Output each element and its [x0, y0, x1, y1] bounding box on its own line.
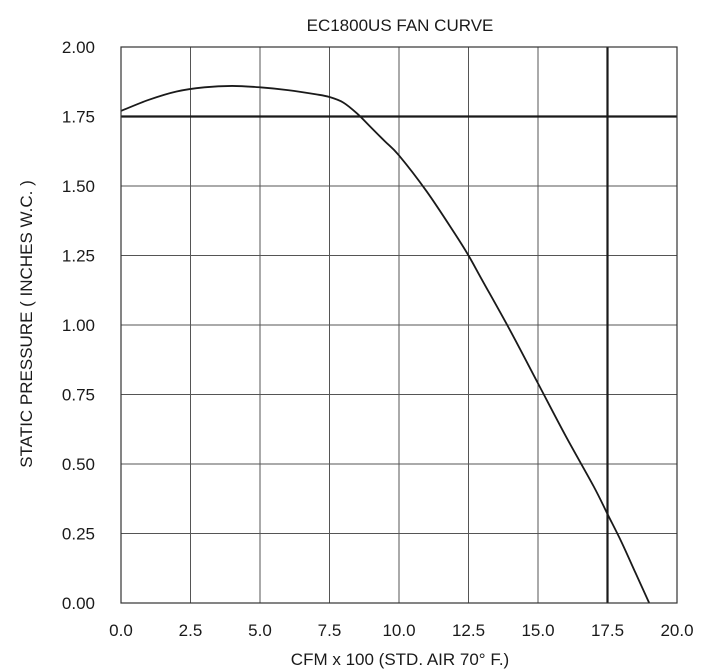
y-tick-label: 0.50 — [62, 455, 95, 474]
y-tick-label: 2.00 — [62, 38, 95, 57]
y-tick-label: 1.25 — [62, 247, 95, 266]
x-tick-label: 20.0 — [660, 621, 693, 640]
x-tick-label: 7.5 — [318, 621, 342, 640]
x-tick-label: 12.5 — [452, 621, 485, 640]
y-axis-label: STATIC PRESSURE ( INCHES W.C. ) — [17, 180, 36, 467]
y-tick-label: 1.50 — [62, 177, 95, 196]
y-tick-label: 0.25 — [62, 525, 95, 544]
reference-lines — [121, 47, 677, 603]
x-tick-label: 2.5 — [179, 621, 203, 640]
y-tick-label: 0.75 — [62, 386, 95, 405]
x-tick-label: 5.0 — [248, 621, 272, 640]
grid — [120, 46, 678, 604]
y-tick-label: 1.75 — [62, 108, 95, 127]
x-axis-label: CFM x 100 (STD. AIR 70° F.) — [291, 650, 509, 669]
fan-curve-line — [120, 85, 651, 604]
chart-title: EC1800US FAN CURVE — [307, 16, 494, 35]
y-tick-labels: 0.00 0.25 0.50 0.75 1.00 1.25 1.50 1.75 2.00 — [62, 38, 95, 613]
plot-frame — [120, 46, 678, 604]
x-tick-label: 0.0 — [109, 621, 133, 640]
x-tick-label: 10.0 — [382, 621, 415, 640]
y-tick-label: 0.00 — [62, 594, 95, 613]
x-tick-label: 15.0 — [521, 621, 554, 640]
x-tick-labels: 0.0 2.5 5.0 7.5 10.0 12.5 15.0 17.5 20.0 — [109, 621, 693, 640]
x-tick-label: 17.5 — [591, 621, 624, 640]
series-layer — [120, 85, 651, 604]
y-tick-label: 1.00 — [62, 316, 95, 335]
